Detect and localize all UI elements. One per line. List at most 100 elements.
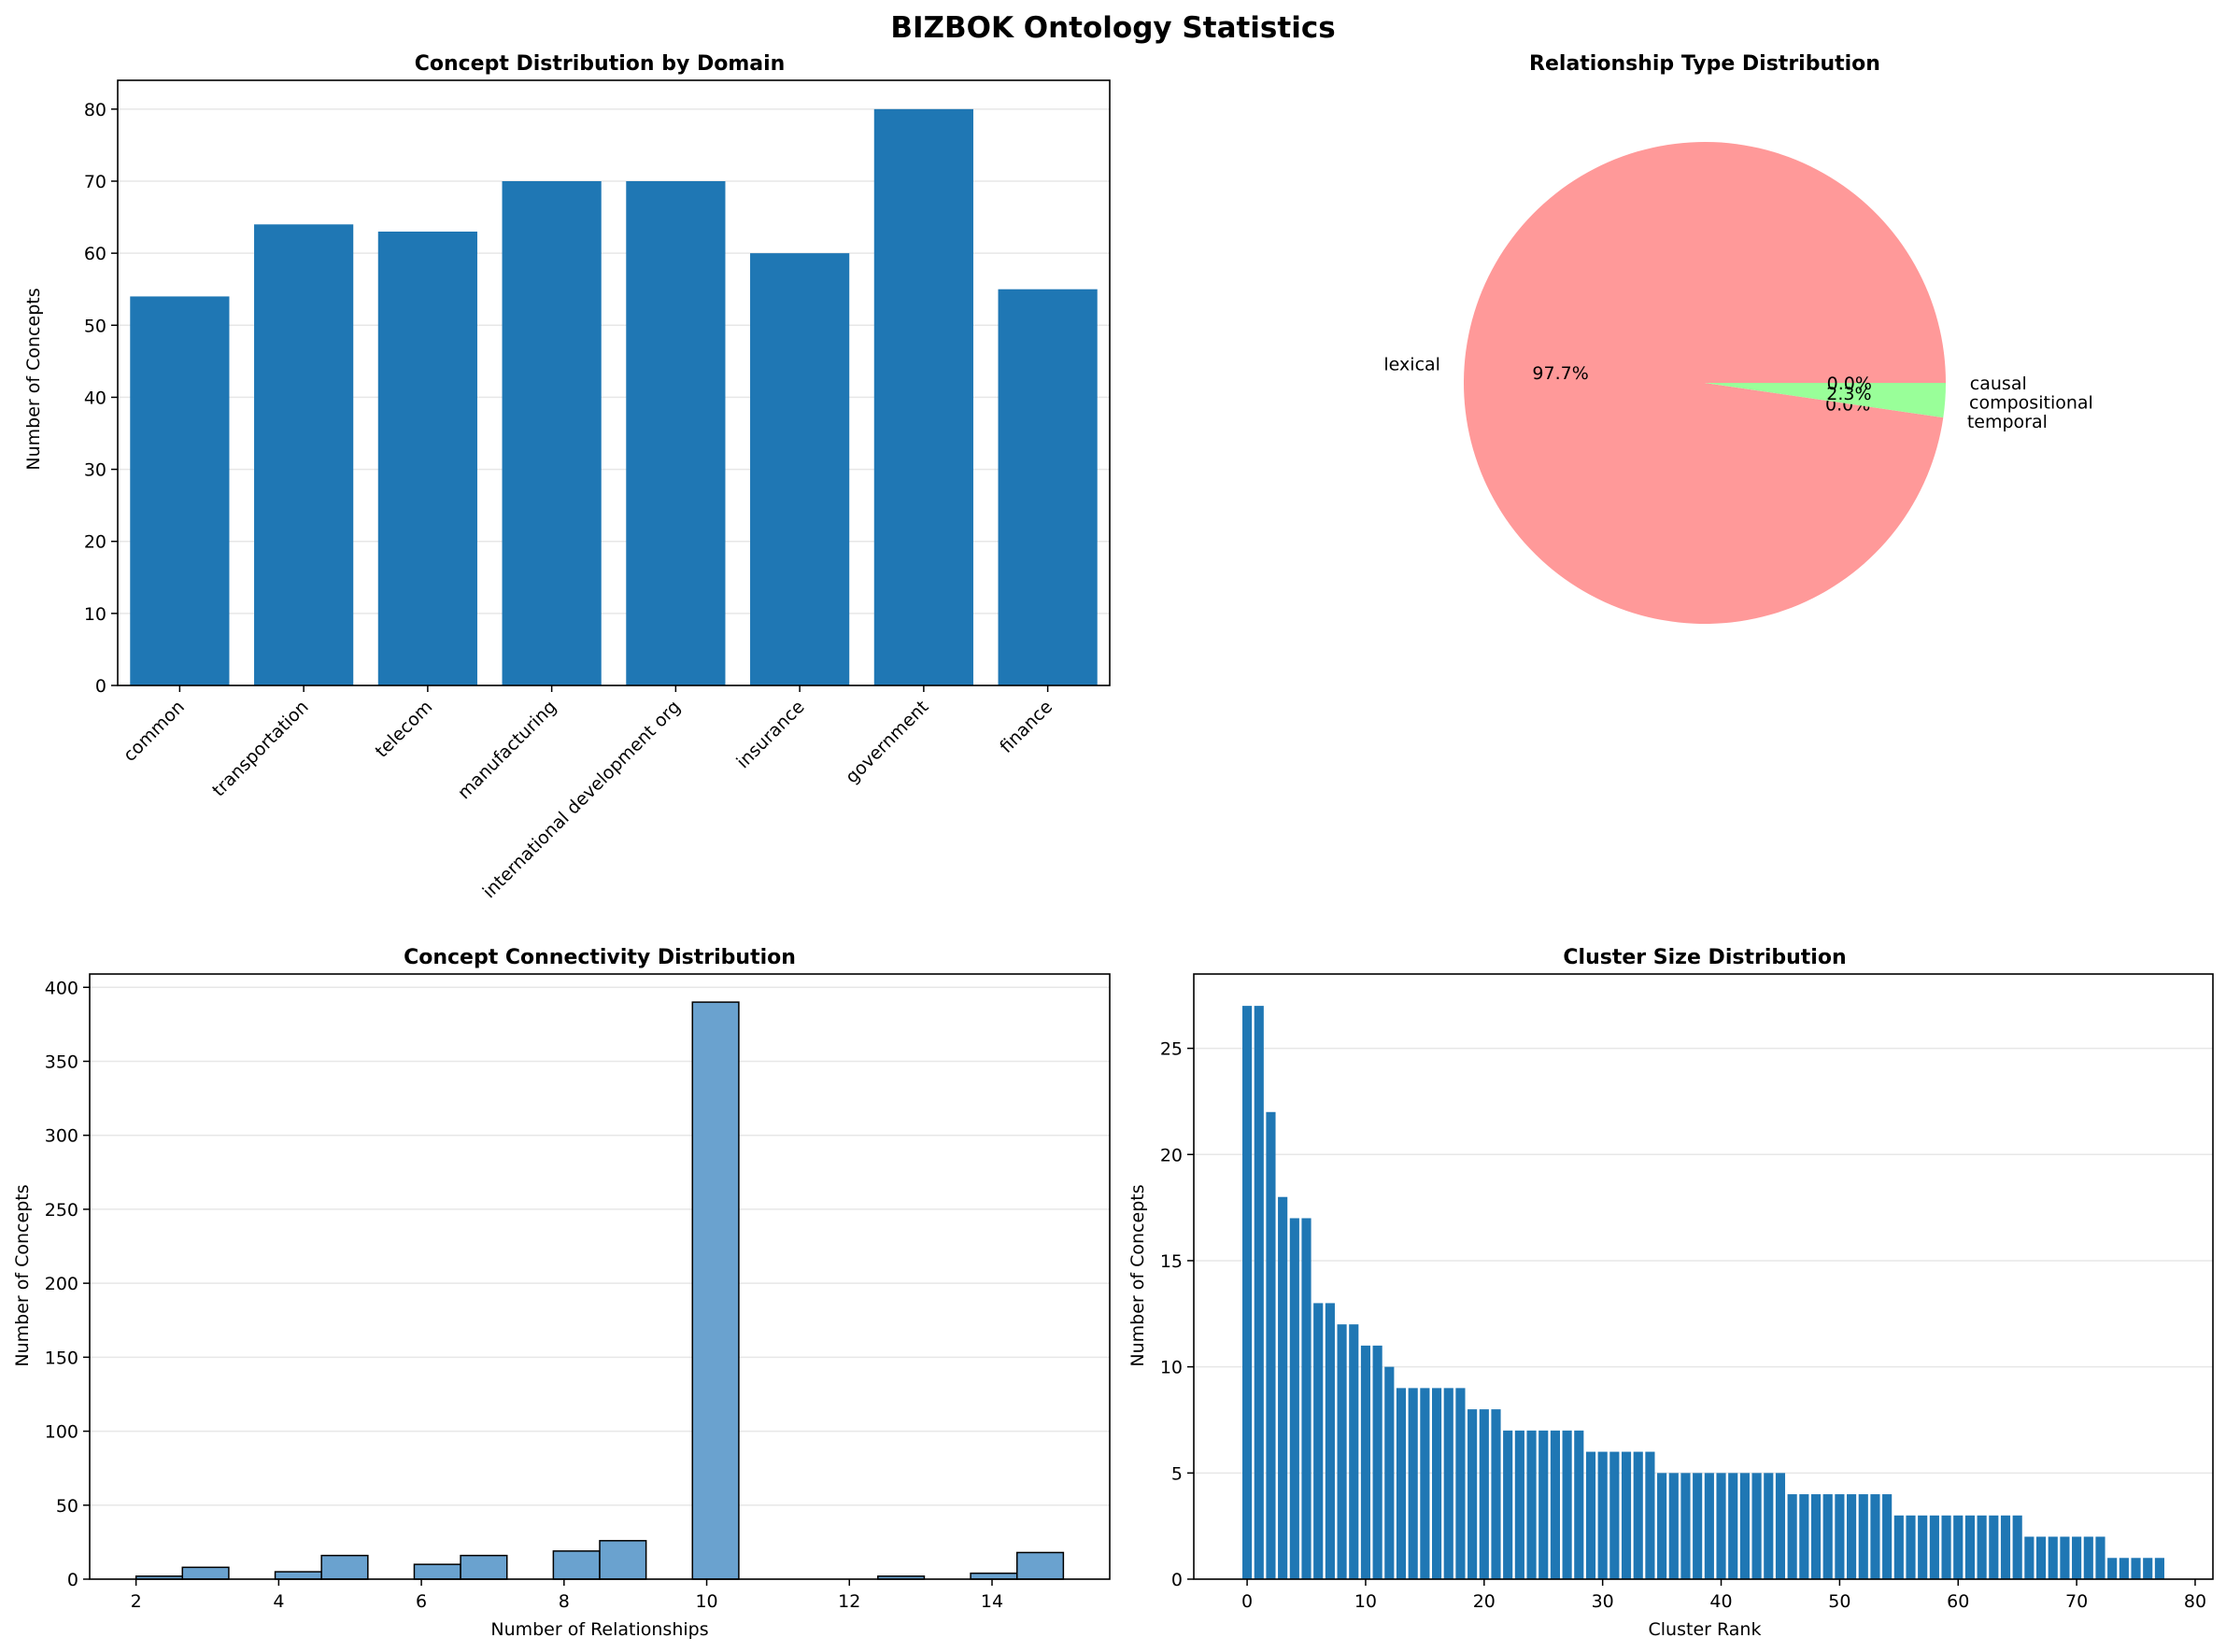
cluster-bar <box>1289 1218 1299 1579</box>
domain-bar <box>254 224 354 686</box>
relationship-pie-chart: Relationship Type Distribution lexical 97… <box>1383 52 2093 624</box>
domain-bar <box>998 289 1098 685</box>
domain-ytick-label: 70 <box>84 172 106 192</box>
cluster-bar <box>1621 1451 1632 1579</box>
cluster-bar <box>1728 1473 1738 1579</box>
connectivity-ytick-label: 300 <box>45 1126 78 1147</box>
histogram-bar <box>691 1001 740 1580</box>
cluster-bar <box>1455 1388 1466 1579</box>
cluster-chart-ylabel: Number of Concepts <box>1127 1184 1148 1366</box>
domain-bar <box>377 232 477 685</box>
cluster-xtick-label: 40 <box>1709 1591 1732 1612</box>
histogram-bar <box>1015 1551 1065 1580</box>
cluster-bar <box>1313 1303 1324 1579</box>
connectivity-chart-title: Concept Connectivity Distribution <box>404 946 796 969</box>
cluster-bar <box>1384 1366 1395 1579</box>
cluster-bar <box>1609 1451 1620 1579</box>
cluster-bar <box>1266 1111 1276 1579</box>
cluster-bar <box>1668 1473 1679 1579</box>
pie-label: causal <box>1970 374 2027 394</box>
pie-label: lexical <box>1383 355 1440 375</box>
cluster-bar <box>1491 1409 1501 1579</box>
cluster-xtick-label: 80 <box>2184 1591 2206 1612</box>
pie-label: temporal <box>1967 412 2048 432</box>
cluster-bar <box>1372 1345 1382 1579</box>
cluster-bar <box>1751 1473 1762 1579</box>
cluster-bar <box>1574 1430 1584 1579</box>
domain-ytick-label: 30 <box>84 460 106 481</box>
cluster-bar <box>1977 1515 1987 1579</box>
cluster-xtick-label: 70 <box>2065 1591 2088 1612</box>
cluster-bar <box>2024 1536 2035 1579</box>
cluster-xtick-label: 30 <box>1592 1591 1614 1612</box>
domain-bar <box>626 181 726 685</box>
histogram-bar <box>460 1554 508 1580</box>
cluster-bar <box>2035 1536 2047 1579</box>
domain-bar <box>873 108 973 686</box>
domain-xtick-label: manufacturing <box>454 697 560 803</box>
connectivity-ytick-label: 400 <box>45 978 78 998</box>
histogram-bar <box>552 1550 601 1580</box>
domain-ytick-label: 40 <box>84 388 106 408</box>
cluster-bar <box>2083 1536 2093 1579</box>
cluster-bar <box>1870 1494 1880 1579</box>
connectivity-ytick-label: 100 <box>45 1422 78 1443</box>
histogram-bar <box>599 1540 647 1580</box>
cluster-bar <box>1764 1473 1774 1579</box>
cluster-bar <box>1633 1451 1643 1579</box>
domain-ytick-label: 0 <box>95 676 106 697</box>
cluster-bar <box>1704 1473 1714 1579</box>
cluster-bar <box>1882 1494 1893 1579</box>
cluster-bar <box>1514 1430 1524 1579</box>
connectivity-chart-xlabel: Number of Relationships <box>490 1619 708 1640</box>
domain-bar <box>502 181 602 685</box>
cluster-bar <box>1479 1409 1489 1579</box>
cluster-bar <box>2143 1558 2153 1579</box>
cluster-bar <box>1301 1218 1311 1579</box>
cluster-bar <box>1254 1006 1264 1579</box>
cluster-ytick-label: 25 <box>1160 1039 1183 1060</box>
pie-pct-label: 2.3% <box>1826 384 1871 404</box>
histogram-bar <box>320 1554 369 1580</box>
cluster-xtick-label: 20 <box>1473 1591 1496 1612</box>
cluster-bar <box>1337 1324 1347 1579</box>
cluster-bar <box>1835 1494 1845 1579</box>
histogram-bar <box>181 1566 230 1580</box>
cluster-bar <box>1657 1473 1667 1579</box>
cluster-bar <box>1396 1388 1407 1579</box>
cluster-bar <box>1693 1473 1703 1579</box>
connectivity-xtick-label: 10 <box>695 1591 717 1612</box>
connectivity-xtick-label: 6 <box>416 1591 427 1612</box>
pie-label: compositional <box>1969 392 2093 413</box>
cluster-bar <box>1645 1451 1655 1579</box>
cluster-bar <box>2060 1536 2070 1579</box>
connectivity-ytick-label: 200 <box>45 1274 78 1294</box>
cluster-bar <box>1360 1345 1371 1579</box>
cluster-bar <box>1918 1515 1928 1579</box>
connectivity-ytick-label: 50 <box>56 1496 78 1517</box>
domain-xtick-label: insurance <box>732 697 808 772</box>
cluster-ytick-label: 20 <box>1160 1145 1183 1165</box>
cluster-bar <box>1431 1388 1442 1579</box>
domain-xtick-label: transportation <box>208 697 313 801</box>
connectivity-axes-frame <box>89 973 1111 1580</box>
cluster-bar <box>2154 1558 2164 1579</box>
domain-ytick-label: 20 <box>84 532 106 553</box>
cluster-bar <box>1964 1515 1976 1579</box>
cluster-ytick-label: 0 <box>1171 1570 1183 1590</box>
relationship-chart-title: Relationship Type Distribution <box>1529 52 1880 76</box>
figure-title: BIZBOK Ontology Statistics <box>890 11 1335 45</box>
cluster-bar <box>1989 1515 1999 1579</box>
cluster-xtick-label: 60 <box>1947 1591 1969 1612</box>
histogram-bar <box>274 1571 322 1580</box>
connectivity-ytick-label: 250 <box>45 1200 78 1221</box>
domain-bar <box>750 253 850 685</box>
cluster-bar <box>1585 1451 1596 1579</box>
domain-xtick-label: common <box>120 697 189 766</box>
cluster-bar <box>1242 1006 1253 1579</box>
cluster-bar <box>1680 1473 1691 1579</box>
cluster-bar-chart: Cluster Size Distribution Cluster Rank N… <box>1127 946 2214 1640</box>
cluster-bar <box>2131 1558 2141 1579</box>
cluster-bar <box>1775 1473 1786 1579</box>
